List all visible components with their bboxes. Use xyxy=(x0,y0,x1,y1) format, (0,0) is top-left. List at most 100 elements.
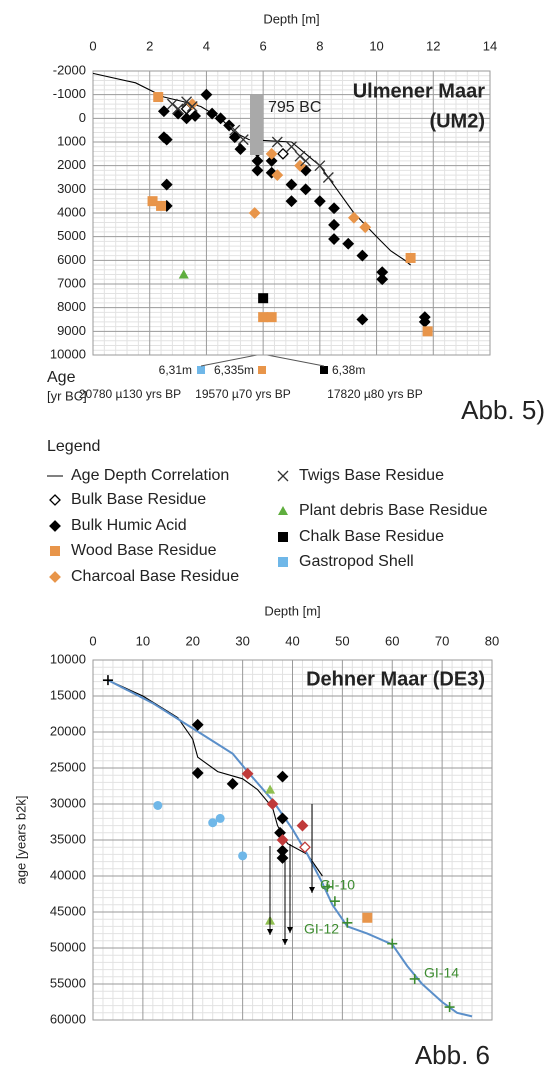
marker xyxy=(241,767,254,780)
marker xyxy=(238,851,248,861)
marker xyxy=(359,221,372,234)
connector xyxy=(200,353,263,367)
y-tick-label: 0 xyxy=(79,110,86,125)
marker xyxy=(328,233,340,245)
marker xyxy=(215,813,225,823)
marker xyxy=(299,841,311,854)
y-tick-label: 55000 xyxy=(50,975,86,990)
marker xyxy=(200,88,213,101)
y-tick-label: 30000 xyxy=(50,795,86,810)
marker xyxy=(271,169,284,182)
marker xyxy=(296,819,309,832)
marker xyxy=(208,818,218,828)
marker xyxy=(265,155,278,167)
marker xyxy=(276,834,289,846)
x-tick-label: 2 xyxy=(146,38,153,53)
y-tick-label: 8000 xyxy=(57,299,86,314)
x-axis-label: Depth [m] xyxy=(264,603,320,618)
marker xyxy=(258,312,269,323)
y-tick-label: 50000 xyxy=(50,939,86,954)
legend-label: Bulk Base Residue xyxy=(71,491,206,508)
marker xyxy=(387,938,398,949)
x-tick-label: 10 xyxy=(369,38,383,53)
marker xyxy=(102,675,113,686)
marker xyxy=(191,767,204,779)
y-tick-label: -2000 xyxy=(53,62,86,77)
marker xyxy=(342,237,355,250)
x-axis-label: Depth [m] xyxy=(263,11,319,26)
marker xyxy=(229,124,241,136)
y-tick-label: 20000 xyxy=(50,723,86,738)
y-tick-label: 5000 xyxy=(57,228,86,243)
marker xyxy=(422,326,433,337)
marker xyxy=(266,798,279,810)
legend-label: Gastropod Shell xyxy=(299,553,414,570)
arrowhead xyxy=(309,887,315,893)
y-tick-label: 9000 xyxy=(57,323,86,338)
marker xyxy=(276,770,289,783)
y-tick-label: 40000 xyxy=(50,867,86,882)
marker xyxy=(160,133,173,146)
y-tick-label: 3000 xyxy=(57,181,86,196)
x-tick-label: 12 xyxy=(426,38,440,53)
marker xyxy=(322,172,334,183)
marker xyxy=(300,155,312,167)
marker xyxy=(278,557,288,567)
marker xyxy=(166,98,178,110)
band-label: 795 BC xyxy=(268,99,321,116)
age-value: 20780 µ130 yrs BP xyxy=(79,387,181,401)
marker xyxy=(147,196,158,207)
marker xyxy=(328,202,340,215)
marker xyxy=(277,147,289,160)
y-tick-label: 35000 xyxy=(50,831,86,846)
marker xyxy=(405,252,416,263)
x-tick-label: 40 xyxy=(285,633,299,648)
marker xyxy=(277,470,289,482)
x-tick-label: 0 xyxy=(89,633,96,648)
figure-label: Abb. 6 xyxy=(415,1040,490,1070)
age-marker xyxy=(320,366,328,374)
legend-label: Charcoal Base Residue xyxy=(71,568,239,585)
marker xyxy=(178,269,189,279)
x-tick-label: 60 xyxy=(385,633,399,648)
marker xyxy=(226,777,239,790)
marker xyxy=(157,105,170,118)
marker xyxy=(409,973,420,984)
x-tick-label: 70 xyxy=(435,633,449,648)
y-tick-label: -1000 xyxy=(53,86,86,101)
marker xyxy=(49,571,61,583)
age-label: [yr BC] xyxy=(47,388,87,403)
arrowhead xyxy=(267,929,273,935)
legend-label: Age Depth Correlation xyxy=(71,467,229,484)
marker xyxy=(50,546,60,556)
age-value: 17820 µ80 yrs BP xyxy=(327,387,423,401)
marker xyxy=(278,506,288,515)
age-marker xyxy=(197,366,205,374)
x-tick-label: 6 xyxy=(260,38,267,53)
arrowhead xyxy=(287,927,293,933)
marker xyxy=(186,101,198,112)
x-tick-label: 14 xyxy=(483,38,497,53)
series-line xyxy=(107,679,323,877)
marker xyxy=(362,912,373,923)
figure-label: Abb. 5) xyxy=(461,395,545,425)
marker xyxy=(228,131,241,144)
y-tick-label: 6000 xyxy=(57,252,86,267)
x-tick-label: 10 xyxy=(136,633,150,648)
age-band xyxy=(250,95,263,155)
y-tick-label: 60000 xyxy=(50,1011,86,1026)
legend-label: Plant debris Base Residue xyxy=(299,502,488,519)
legend-label: Bulk Humic Acid xyxy=(71,517,187,534)
legend-title: Legend xyxy=(47,438,100,455)
marker xyxy=(294,150,306,162)
arrowhead xyxy=(282,939,288,945)
series-line xyxy=(107,679,473,1018)
marker xyxy=(206,107,219,120)
marker xyxy=(299,183,312,196)
marker xyxy=(322,881,333,892)
x-tick-label: 4 xyxy=(203,38,210,53)
y-axis-label: age [years b2k] xyxy=(13,796,28,885)
marker xyxy=(286,141,297,153)
x-tick-label: 80 xyxy=(485,633,499,648)
